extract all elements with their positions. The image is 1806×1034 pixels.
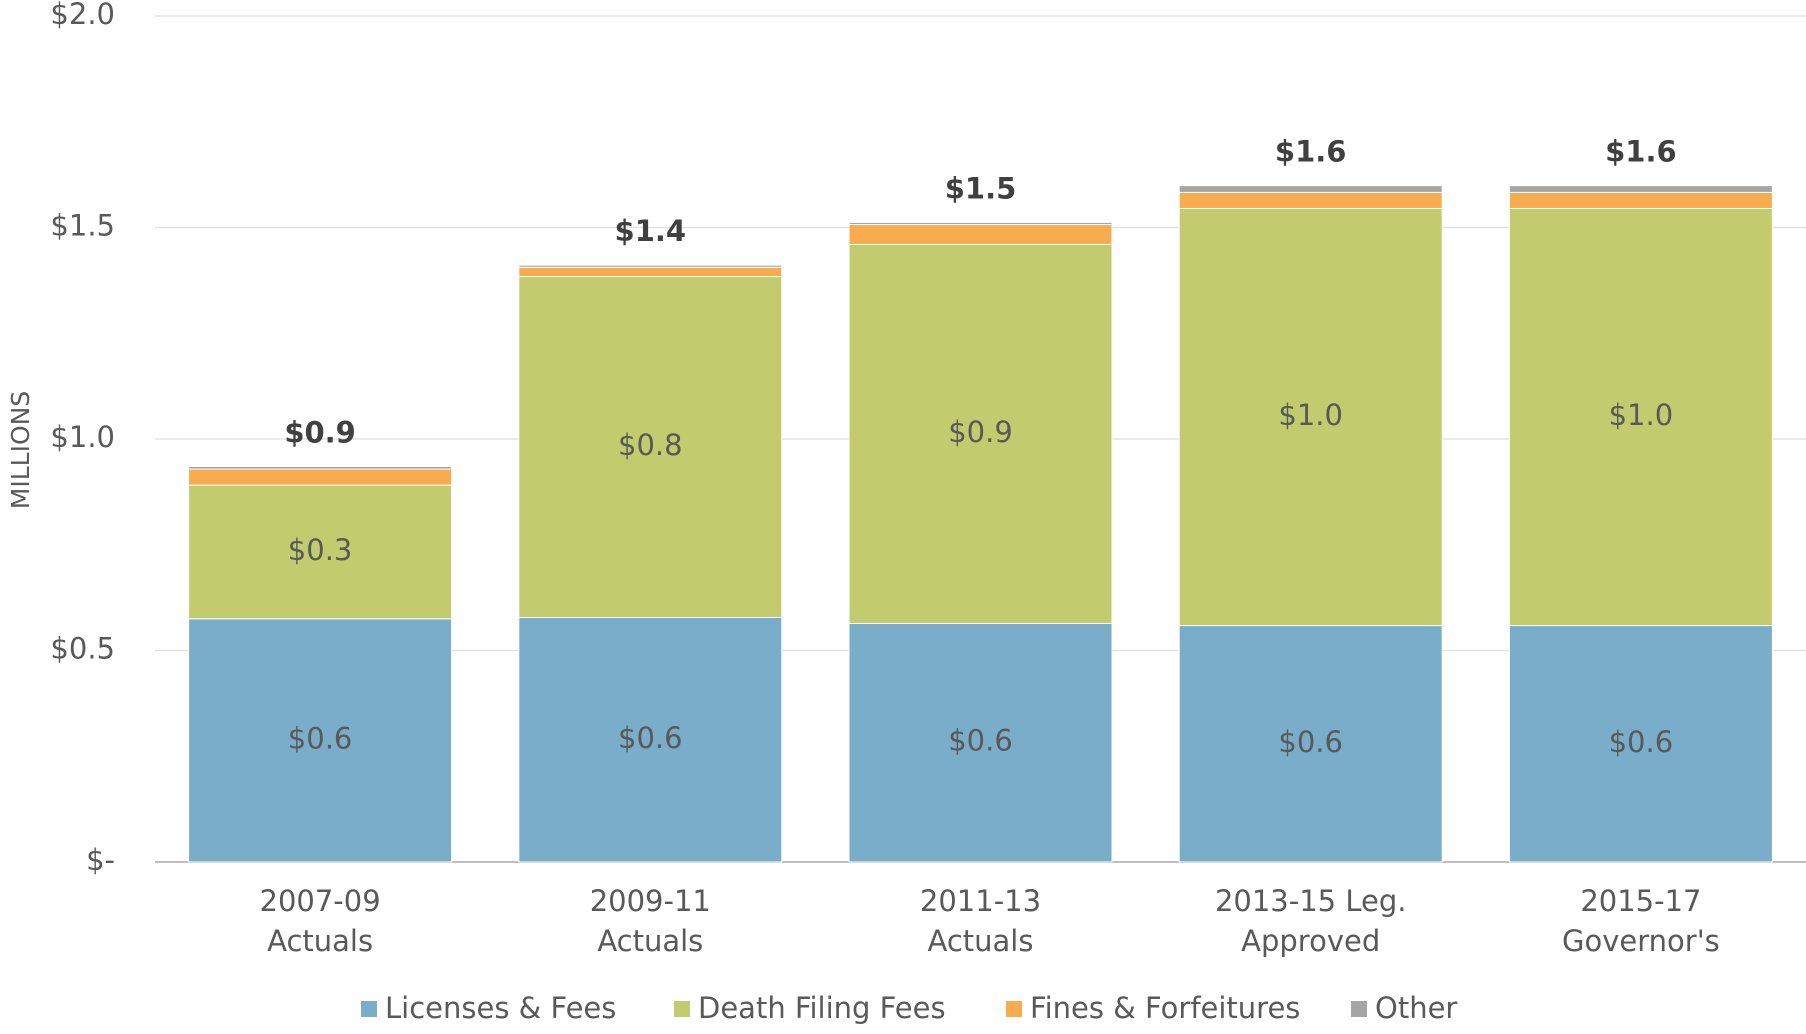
y-tick-label: $0.5 [50,632,115,666]
bar-segment [1178,191,1443,209]
data-label: $0.6 [288,721,353,755]
data-label: $0.3 [288,533,353,567]
x-tick-label: 2011-13 [920,884,1041,918]
legend-label: Death Filing Fees [698,991,946,1025]
x-tick-label: Governor's [1562,924,1720,958]
data-label: $1.0 [1278,398,1343,432]
data-label: $0.8 [618,428,683,462]
y-axis-label: MILLIONS [6,391,35,509]
data-label: $0.6 [948,724,1013,758]
bar-segment [518,276,783,619]
y-tick-label: $2.0 [50,0,115,31]
y-tick-label: $- [86,843,115,877]
data-label: $0.6 [1609,725,1674,759]
x-tick-label: 2007-09 [260,884,381,918]
legend-label: Other [1375,991,1457,1025]
bar-segment [1508,625,1773,863]
bar-segment [188,465,453,470]
bar-segment [188,618,453,863]
total-label: $1.6 [1275,135,1347,169]
data-label: $1.0 [1609,398,1674,432]
y-tick-label: $1.0 [50,420,115,454]
bar-segment [1178,185,1443,193]
bar-segment [1508,191,1773,209]
bar-segment [188,484,453,620]
x-tick-label: 2013-15 Leg. [1215,884,1407,918]
x-tick-label: 2015-17 [1580,884,1701,918]
bar-segment [848,622,1113,863]
bar-segment [848,221,1113,226]
bar-segment [518,266,783,278]
bar-segment [518,617,783,863]
data-label: $0.9 [948,415,1013,449]
total-label: $1.6 [1605,135,1677,169]
legend-swatch [674,1001,690,1017]
legend-swatch [1351,1001,1367,1017]
bar-segment [848,224,1113,245]
total-label: $0.9 [284,415,356,449]
x-tick-label: Approved [1241,924,1380,958]
bar-segment [848,243,1113,624]
data-label: $0.6 [1278,725,1343,759]
total-label: $1.4 [615,214,687,248]
total-label: $1.5 [945,171,1017,205]
legend-swatch [361,1001,377,1017]
legend-label: Licenses & Fees [385,991,616,1025]
bar-segment [1178,207,1443,627]
bar-segment [1508,185,1773,193]
data-label: $0.6 [618,721,683,755]
bar-segment [1508,207,1773,627]
x-tick-label: Actuals [928,924,1034,958]
legend-label: Fines & Forfeitures [1030,991,1300,1025]
bar-segment [1178,625,1443,863]
legend-swatch [1006,1001,1022,1017]
x-tick-label: Actuals [267,924,373,958]
x-tick-label: 2009-11 [590,884,711,918]
x-tick-label: Actuals [597,924,703,958]
y-tick-label: $1.5 [50,209,115,243]
bar-segment [188,468,453,486]
bar-segment [518,264,783,268]
